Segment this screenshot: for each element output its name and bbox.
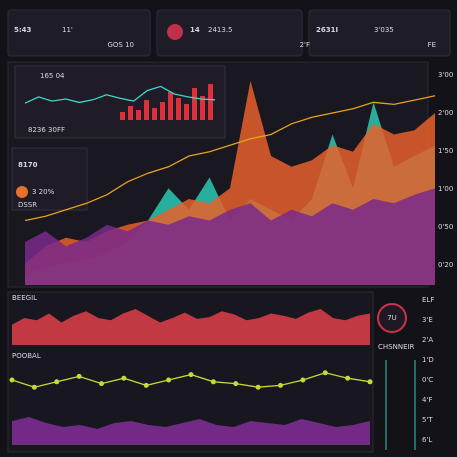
stat-icon: [16, 186, 28, 198]
card-caption: FE: [428, 41, 436, 49]
card-value: 5:43: [14, 26, 32, 34]
card-accent: 2413.5: [208, 26, 233, 34]
stat-tag: DSSR: [18, 201, 37, 209]
area: [12, 309, 370, 345]
point: [99, 381, 104, 387]
point: [345, 375, 351, 381]
side-label: ELF: [422, 296, 434, 304]
content: 5:43 11' GOS 10 14 2413.5 2'F 2631I 3'035 FE 3'00…: [9, 26, 453, 445]
bar: [128, 106, 133, 120]
point: [166, 377, 172, 383]
gauge: [377, 303, 407, 333]
inset-label: 165 04: [40, 72, 65, 80]
point: [233, 381, 239, 387]
inset-caption: 8236 30FF: [28, 126, 65, 134]
bar: [152, 108, 157, 120]
stat-sub: 3 20%: [32, 188, 55, 196]
point: [9, 377, 15, 383]
card-accent: 3'035: [374, 26, 394, 34]
point: [54, 379, 60, 385]
side-label: 5'T: [422, 416, 433, 424]
point: [300, 377, 306, 383]
section-title: POOBAL: [12, 352, 41, 360]
bar: [136, 110, 141, 120]
section-title: BEEGIL: [12, 294, 37, 302]
card-accent: 11': [62, 26, 73, 34]
point: [322, 370, 328, 376]
area: [12, 417, 370, 445]
card-value: 2631I: [316, 26, 338, 34]
bar: [120, 112, 125, 120]
card-value: 14: [190, 26, 200, 34]
point: [367, 379, 373, 385]
card: [156, 9, 303, 57]
point: [76, 373, 82, 379]
gauge-label: 7U: [387, 314, 397, 322]
bar: [160, 102, 165, 120]
trend-line: [24, 95, 436, 222]
point: [278, 382, 283, 388]
point: [31, 384, 37, 390]
axis-label: 0'50: [438, 223, 453, 231]
axis-label: 3'00: [438, 71, 453, 79]
stat-panel: [11, 147, 88, 211]
card-icon: [167, 24, 183, 40]
area: [25, 188, 435, 285]
bar: [184, 104, 189, 120]
side-label: 4'F: [422, 396, 432, 404]
bar: [192, 88, 197, 120]
axis-label: 1'00: [438, 185, 453, 193]
gauge-caption: CHSNNEIR: [378, 343, 415, 351]
side-label: 1'D: [422, 356, 434, 364]
side-label: 6'L: [422, 436, 432, 444]
card-caption: 2'F: [300, 41, 310, 49]
card: [7, 9, 151, 57]
inset-panel: [14, 65, 226, 139]
axis-label: 1'50: [438, 147, 453, 155]
card: [308, 9, 451, 57]
point: [121, 375, 127, 381]
bar: [144, 100, 149, 120]
axis-label: 2'00: [438, 109, 453, 117]
card-caption: GOS 10: [107, 41, 134, 49]
bar: [208, 84, 213, 120]
point: [143, 382, 149, 388]
axis-label: 0'20: [438, 261, 453, 269]
inset-line: [24, 85, 216, 104]
point: [255, 384, 261, 390]
bar: [200, 96, 205, 120]
bar: [168, 92, 173, 120]
stat-value: 8170: [18, 161, 38, 169]
side-label: 0'C: [422, 376, 433, 384]
point: [210, 379, 216, 385]
side-label: 2'A: [422, 336, 433, 344]
bar: [176, 98, 181, 120]
point: [188, 372, 194, 378]
side-label: 3'E: [422, 316, 433, 324]
